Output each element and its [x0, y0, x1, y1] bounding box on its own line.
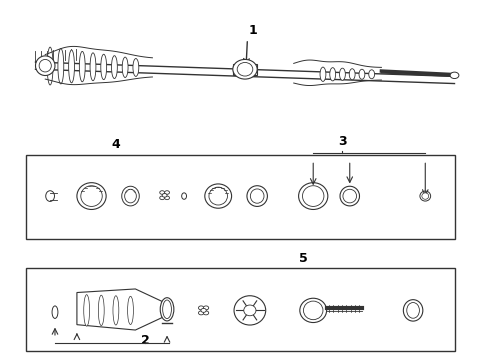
Ellipse shape [98, 295, 104, 325]
Ellipse shape [77, 183, 106, 210]
Ellipse shape [340, 68, 345, 80]
Polygon shape [77, 289, 162, 330]
Text: 3: 3 [338, 135, 347, 148]
Ellipse shape [165, 196, 170, 200]
Ellipse shape [247, 186, 268, 206]
Ellipse shape [450, 72, 459, 78]
Ellipse shape [162, 194, 167, 197]
Ellipse shape [239, 61, 251, 78]
Ellipse shape [122, 186, 139, 206]
Ellipse shape [369, 70, 374, 79]
Ellipse shape [35, 56, 55, 76]
Ellipse shape [90, 53, 96, 81]
Ellipse shape [237, 63, 253, 76]
Ellipse shape [343, 189, 357, 203]
Ellipse shape [233, 59, 257, 79]
Ellipse shape [303, 301, 323, 320]
Ellipse shape [300, 298, 327, 323]
Ellipse shape [359, 69, 365, 79]
Ellipse shape [133, 59, 139, 76]
Ellipse shape [165, 191, 170, 194]
Ellipse shape [349, 69, 355, 80]
Ellipse shape [52, 306, 58, 319]
Ellipse shape [160, 196, 165, 200]
Ellipse shape [244, 305, 256, 316]
Ellipse shape [203, 311, 209, 315]
Ellipse shape [241, 64, 249, 74]
Ellipse shape [302, 186, 324, 206]
Ellipse shape [407, 302, 419, 318]
Ellipse shape [127, 296, 133, 324]
Text: 2: 2 [141, 334, 149, 347]
Ellipse shape [201, 309, 206, 312]
Ellipse shape [320, 67, 326, 81]
Text: 1: 1 [249, 24, 258, 37]
Ellipse shape [122, 57, 128, 77]
Bar [26, 155, 455, 239]
Ellipse shape [209, 187, 227, 205]
Ellipse shape [58, 49, 64, 84]
Ellipse shape [234, 296, 266, 325]
Text: 5: 5 [299, 252, 308, 265]
Ellipse shape [47, 47, 53, 85]
Text: 4: 4 [112, 139, 120, 152]
Bar [233, 64, 257, 75]
Ellipse shape [124, 189, 136, 203]
Ellipse shape [84, 295, 90, 326]
Ellipse shape [420, 191, 431, 201]
Ellipse shape [422, 193, 429, 199]
Ellipse shape [198, 306, 204, 310]
Ellipse shape [198, 311, 204, 315]
Ellipse shape [160, 298, 174, 321]
Ellipse shape [205, 184, 232, 208]
Ellipse shape [46, 191, 54, 202]
Ellipse shape [340, 186, 360, 206]
Ellipse shape [182, 193, 187, 199]
Ellipse shape [250, 189, 264, 203]
Ellipse shape [403, 300, 423, 321]
Ellipse shape [81, 186, 102, 206]
Ellipse shape [203, 306, 209, 310]
Ellipse shape [69, 50, 74, 83]
Ellipse shape [298, 183, 328, 210]
Ellipse shape [330, 68, 336, 81]
Ellipse shape [160, 191, 165, 194]
Ellipse shape [113, 296, 119, 325]
Ellipse shape [240, 63, 250, 76]
Bar [26, 267, 455, 351]
Ellipse shape [101, 54, 107, 80]
Ellipse shape [112, 56, 117, 78]
Ellipse shape [163, 300, 172, 319]
Ellipse shape [39, 59, 51, 72]
Ellipse shape [79, 51, 85, 82]
